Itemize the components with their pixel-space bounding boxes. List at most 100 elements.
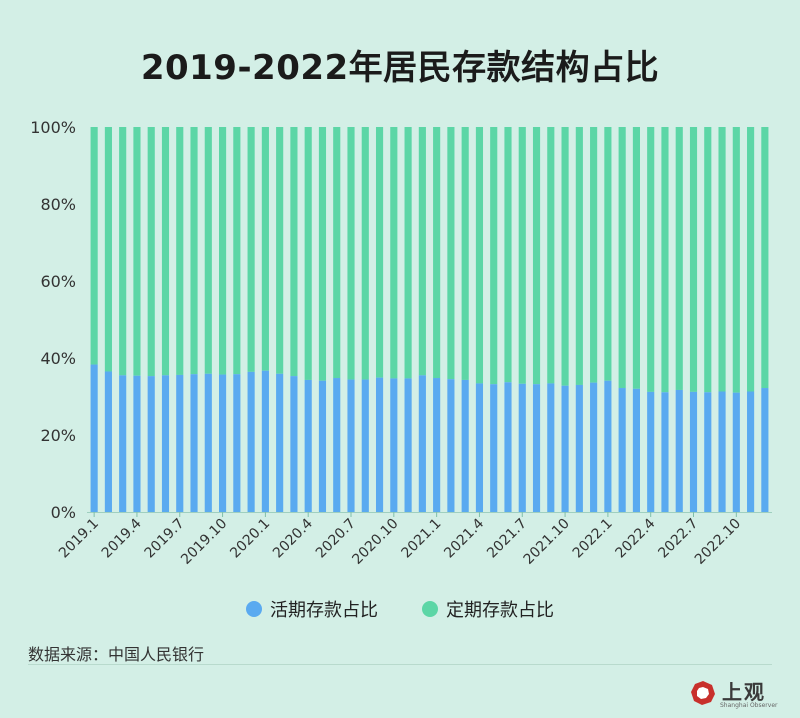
bar-segment-time bbox=[147, 127, 155, 377]
x-tick-label: 2021.4 bbox=[441, 515, 487, 561]
legend-swatch-time bbox=[422, 601, 438, 617]
bar-segment-time bbox=[675, 127, 683, 390]
chart-title: 2019-2022年居民存款结构占比 bbox=[140, 48, 660, 88]
bar-segment-time bbox=[547, 127, 555, 384]
y-tick-label: 100% bbox=[30, 118, 76, 137]
bar-segment-demand bbox=[418, 375, 426, 512]
bar-segment-time bbox=[318, 127, 327, 381]
bar-segment-time bbox=[290, 127, 298, 377]
bar-segment-demand bbox=[532, 384, 541, 512]
y-tick-label: 20% bbox=[40, 426, 76, 445]
bar-segment-demand bbox=[490, 384, 498, 512]
bar-segment-time bbox=[447, 127, 455, 380]
bar-segment-time bbox=[718, 127, 726, 392]
bar-segment-demand bbox=[333, 378, 341, 512]
bar-segment-time bbox=[233, 127, 241, 375]
bar-segment-demand bbox=[575, 384, 583, 512]
data-source: 数据来源：中国人民银行 bbox=[28, 645, 205, 664]
bar-segment-time bbox=[190, 127, 198, 375]
logo: 上观 Shanghai Observer bbox=[690, 676, 777, 710]
bar-segment-demand bbox=[689, 391, 698, 512]
x-tick-label: 2022.10 bbox=[692, 516, 744, 568]
bar-segment-demand bbox=[704, 392, 712, 512]
bar-segment-demand bbox=[461, 379, 469, 512]
bar-segment-demand bbox=[104, 371, 112, 512]
logo-subtext: Shanghai Observer bbox=[720, 702, 778, 709]
y-tick-label: 40% bbox=[40, 349, 76, 368]
bar-segment-time bbox=[618, 127, 626, 389]
bar-segment-time bbox=[261, 127, 269, 371]
bar-segment-demand bbox=[261, 370, 269, 512]
bar-segment-demand bbox=[547, 383, 555, 512]
bar-segment-time bbox=[161, 127, 170, 376]
y-tick-label: 80% bbox=[40, 195, 76, 214]
y-tick-label: 0% bbox=[51, 503, 76, 522]
bar-segment-time bbox=[704, 127, 712, 393]
bar-segment-demand bbox=[504, 382, 512, 512]
bar-segment-time bbox=[575, 127, 583, 385]
bar-segment-demand bbox=[604, 380, 612, 512]
bar-segment-demand bbox=[219, 374, 227, 512]
bar-segment-time bbox=[219, 127, 227, 375]
x-tick-label: 2019.4 bbox=[99, 515, 145, 561]
bar-segment-time bbox=[518, 127, 526, 384]
bar-segment-time bbox=[347, 127, 355, 380]
x-tick-label: 2019.10 bbox=[178, 516, 230, 568]
bar-segment-demand bbox=[590, 382, 598, 512]
bar-segment-time bbox=[561, 127, 569, 386]
x-tick-label: 2019.1 bbox=[56, 516, 102, 562]
logo-mark-icon bbox=[691, 681, 715, 705]
bar-segment-demand bbox=[632, 388, 640, 512]
bar-segment-time bbox=[490, 127, 498, 385]
bar-segment-time bbox=[647, 127, 655, 392]
bar-segment-demand bbox=[475, 383, 484, 512]
bar-segment-time bbox=[361, 127, 369, 380]
bar-segment-demand bbox=[661, 392, 669, 512]
bar-segment-demand bbox=[447, 379, 455, 512]
bar-segment-demand bbox=[433, 378, 441, 512]
bar-segment-time bbox=[504, 127, 512, 383]
bar-segment-time bbox=[632, 127, 640, 389]
bar-segment-demand bbox=[404, 378, 412, 512]
bar-segment-time bbox=[119, 127, 127, 376]
bar-segment-demand bbox=[718, 391, 726, 512]
legend-item-time: 定期存款占比 bbox=[422, 596, 554, 622]
bar-segment-time bbox=[404, 127, 412, 379]
bar-segment-demand bbox=[761, 388, 769, 512]
bar-segment-time bbox=[475, 127, 484, 384]
legend: 活期存款占比 定期存款占比 bbox=[0, 596, 800, 622]
bar-segment-demand bbox=[518, 383, 526, 512]
x-tick-label: 2022.4 bbox=[613, 515, 659, 561]
x-tick-label: 2020.1 bbox=[227, 516, 273, 562]
bar-segment-time bbox=[604, 127, 612, 381]
bar-segment-demand bbox=[732, 392, 740, 512]
bar-segment-time bbox=[661, 127, 669, 393]
bar-segment-time bbox=[247, 127, 255, 372]
bar-segment-demand bbox=[90, 364, 98, 512]
bar-segment-demand bbox=[304, 379, 312, 512]
bar-segment-demand bbox=[347, 379, 355, 512]
y-tick-label: 60% bbox=[40, 272, 76, 291]
x-tick-label: 2022.1 bbox=[570, 516, 616, 562]
bar-segment-time bbox=[104, 127, 112, 372]
bar-segment-time bbox=[390, 127, 398, 379]
bar-segment-demand bbox=[361, 379, 369, 512]
bar-segment-time bbox=[176, 127, 184, 375]
bar-segment-demand bbox=[276, 373, 284, 512]
bar-segment-demand bbox=[133, 375, 141, 512]
legend-item-demand: 活期存款占比 bbox=[246, 596, 378, 622]
legend-label-demand: 活期存款占比 bbox=[270, 600, 378, 621]
bar-segment-time bbox=[304, 127, 312, 380]
bar-segment-time bbox=[732, 127, 740, 393]
bar-segment-time bbox=[433, 127, 441, 379]
bar-segment-time bbox=[461, 127, 469, 380]
bar-segment-time bbox=[333, 127, 341, 379]
bar-segment-time bbox=[375, 127, 384, 378]
bar-segment-demand bbox=[618, 388, 626, 512]
bar-segment-demand bbox=[290, 376, 298, 512]
bar-segment-time bbox=[276, 127, 284, 374]
bar-segment-time bbox=[133, 127, 141, 376]
x-tick-label: 2020.4 bbox=[270, 515, 316, 561]
stacked-bar-chart: 0%20%40%60%80%100%2019.12019.42019.72019… bbox=[30, 118, 772, 568]
bar-segment-demand bbox=[161, 375, 170, 512]
